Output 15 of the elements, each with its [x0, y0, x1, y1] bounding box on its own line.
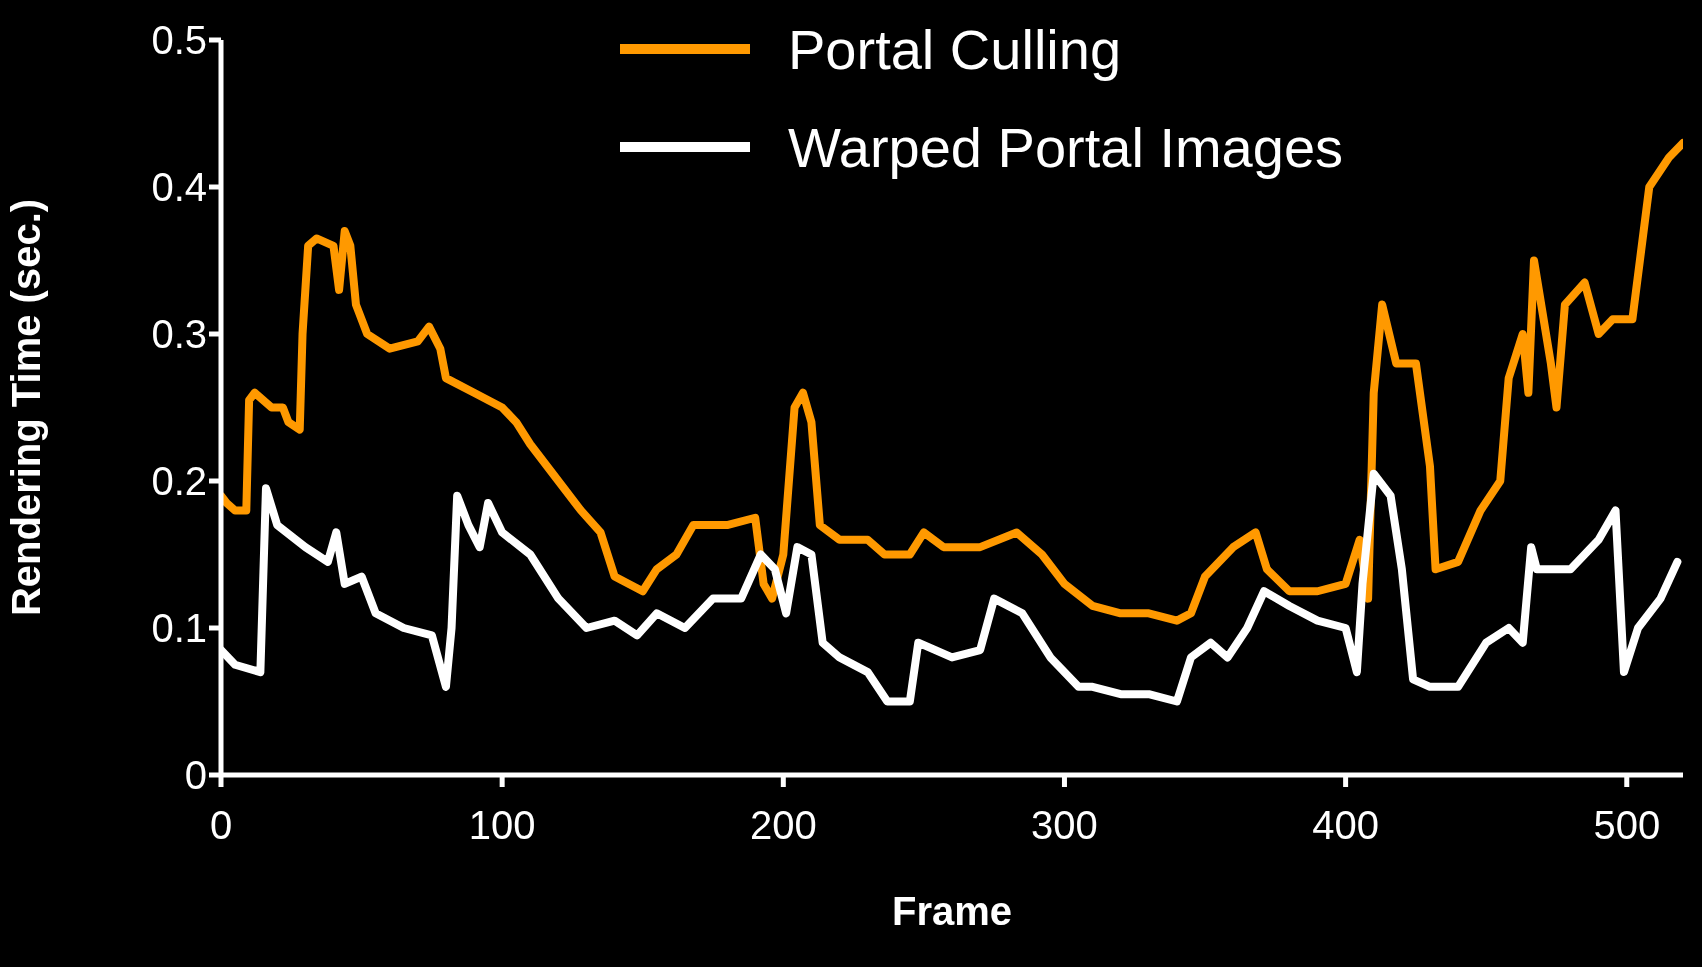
x-tick-label: 400	[1312, 803, 1379, 848]
y-tick-label: 0.5	[151, 18, 207, 63]
y-tick-label: 0.2	[151, 459, 207, 504]
y-axis-title: Rendering Time (sec.)	[4, 198, 49, 617]
legend-label: Portal Culling	[788, 16, 1122, 82]
x-tick-label: 300	[1031, 803, 1098, 848]
x-tick-label: 500	[1593, 803, 1661, 848]
x-tick-label: 100	[468, 803, 536, 848]
y-tick-label: 0.1	[151, 606, 207, 651]
legend-label: Warped Portal Images	[788, 114, 1344, 180]
y-tick-label: 0.4	[151, 165, 207, 210]
x-axis-title: Frame	[891, 889, 1013, 933]
y-tick-label: 0	[184, 753, 207, 798]
y-tick-label: 0.3	[151, 312, 207, 357]
x-tick-label: 200	[749, 803, 817, 848]
